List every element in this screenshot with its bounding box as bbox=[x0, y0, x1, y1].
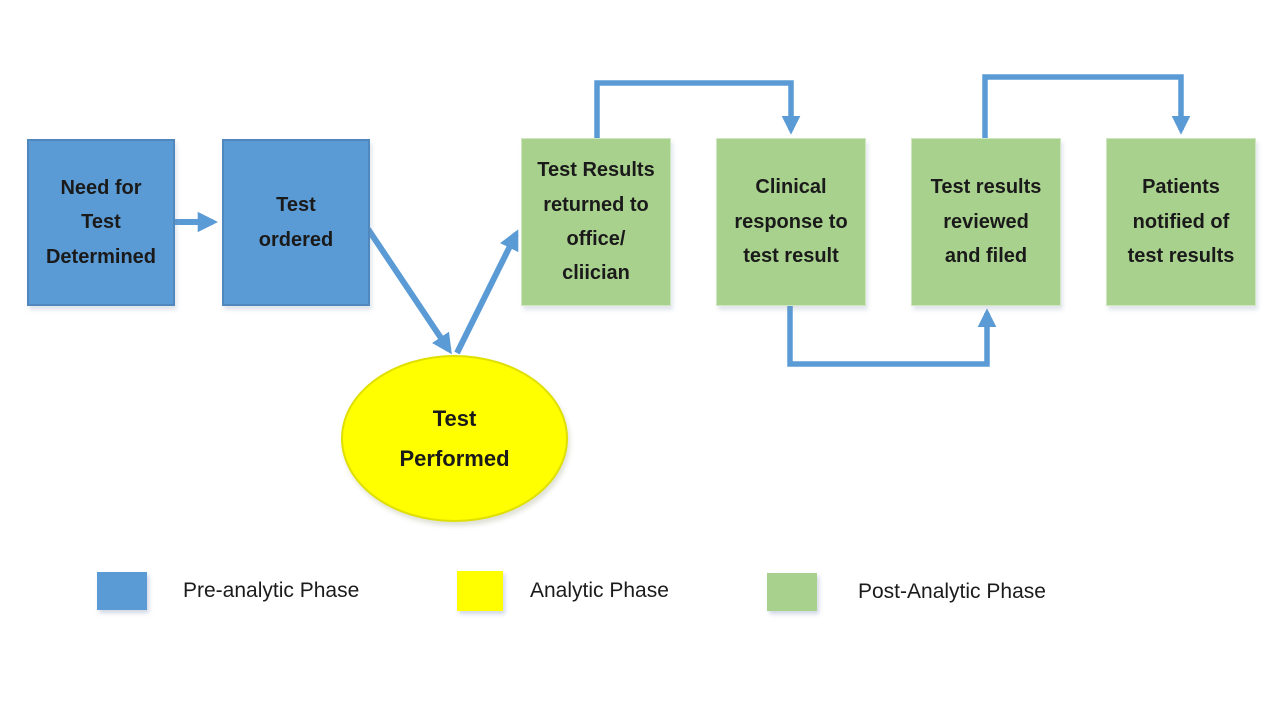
flow-node-label: Test Performed bbox=[399, 405, 510, 471]
legend-swatch-pre-analytic bbox=[97, 572, 147, 610]
flow-node-results-returned: Test Results returned to office/ cliicia… bbox=[521, 138, 671, 306]
legend-item-pre-analytic: Pre-analytic Phase bbox=[97, 571, 359, 611]
flow-node-label: Test results reviewed and filed bbox=[930, 176, 1042, 268]
flow-node-need-for-test: Need for Test Determined bbox=[27, 139, 175, 306]
flow-node-label: Clinical response to test result bbox=[734, 176, 848, 268]
flow-node-label: Need for Test Determined bbox=[45, 176, 157, 268]
legend-label: Post-Analytic Phase bbox=[858, 580, 1046, 603]
legend-label: Pre-analytic Phase bbox=[183, 579, 360, 602]
legend-label: Analytic Phase bbox=[530, 579, 669, 602]
flow-node-label: Test ordered bbox=[258, 194, 334, 251]
legend-swatch-analytic bbox=[457, 571, 503, 611]
flow-node-results-reviewed: Test results reviewed and filed bbox=[911, 138, 1061, 306]
flow-node-patients-notified: Patients notified of test results bbox=[1106, 138, 1256, 306]
flow-node-test-performed: Test Performed bbox=[341, 355, 568, 522]
flow-node-label: Patients notified of test results bbox=[1127, 176, 1235, 268]
flow-node-clinical-response: Clinical response to test result bbox=[716, 138, 866, 306]
legend-item-analytic: Analytic Phase bbox=[457, 571, 669, 611]
legend-swatch-post-analytic bbox=[767, 573, 817, 611]
flow-node-label: Test Results returned to office/ cliicia… bbox=[537, 159, 655, 285]
legend-item-post-analytic: Post-Analytic Phase bbox=[767, 572, 1046, 612]
flow-node-test-ordered: Test ordered bbox=[222, 139, 370, 306]
